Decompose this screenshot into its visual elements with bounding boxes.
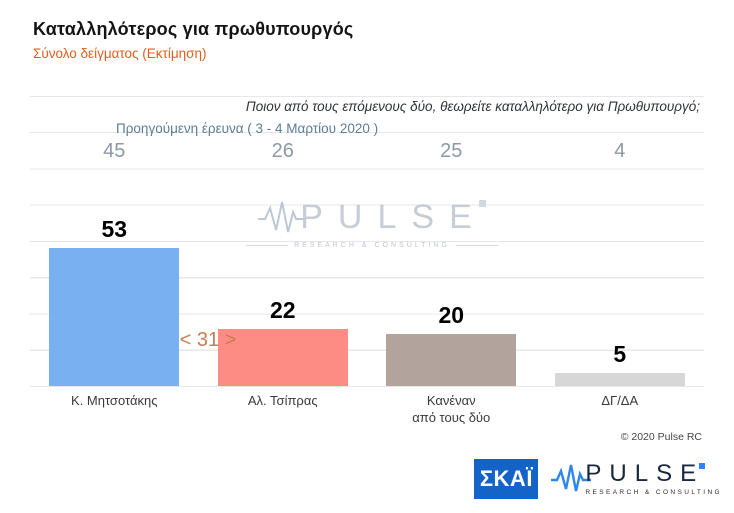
previous-survey-value: 25 (440, 140, 463, 162)
page-title: Καταλληλότερος για πρωθυπουργός (33, 19, 354, 39)
sample-subtitle: Σύνολο δείγματος (Εκτίμηση) (33, 46, 207, 61)
category-label: Κ. Μητσοτάκης (71, 393, 158, 408)
bar (554, 373, 685, 386)
pulse-logo: PULSE RESEARCH & CONSULTING (551, 462, 722, 496)
survey-question: Ποιον από τους επόμενους δύο, θεωρείτε κ… (245, 99, 700, 114)
category-label: ΔΓ/ΔΑ (601, 393, 639, 408)
current-value-label: 22 (269, 296, 296, 323)
chart-column-1: 45 53 (30, 96, 199, 386)
bar (217, 329, 348, 386)
chart-column-2: 26 22 (199, 96, 368, 386)
skai-logo: ΣΚΑΪ (474, 459, 539, 499)
category-label: Κανέναν από τους δύο (412, 393, 491, 425)
bar (49, 248, 180, 386)
pulse-waveform-icon (551, 464, 592, 492)
difference-annotation: < 31 > (179, 329, 237, 351)
pulse-logo-square (699, 463, 706, 469)
category-labels: Κ. Μητσοτάκης Αλ. Τσίπρας Κανέναν από τους… (30, 393, 704, 427)
pulse-wordmark: PULSE (585, 460, 705, 487)
category-label: Αλ. Τσίπρας (247, 393, 318, 408)
current-value-label: 5 (613, 340, 627, 367)
copyright: © 2020 Pulse RC (620, 431, 702, 443)
current-value-label: 53 (101, 215, 128, 242)
chart-column-3: 25 20 (367, 96, 536, 386)
previous-survey-value: 26 (271, 140, 294, 162)
footer-logos: ΣΚΑΪ PULSE RESEARCH & CONSULTING (474, 459, 722, 499)
pulse-logo-text: PULSE RESEARCH & CONSULTING (585, 462, 722, 497)
previous-survey-value: 4 (614, 140, 626, 162)
bar-columns: 45 53 26 22 25 20 4 5 (30, 96, 704, 386)
pulse-tagline: RESEARCH & CONSULTING (585, 489, 722, 496)
previous-survey-label: Προηγούμενη έρευνα ( 3 - 4 Μαρτίου 2020 … (116, 121, 379, 136)
previous-survey-value: 45 (103, 140, 126, 162)
current-value-label: 20 (438, 301, 465, 328)
bar (386, 334, 517, 386)
pulse-wordmark-row: PULSE (585, 462, 722, 486)
